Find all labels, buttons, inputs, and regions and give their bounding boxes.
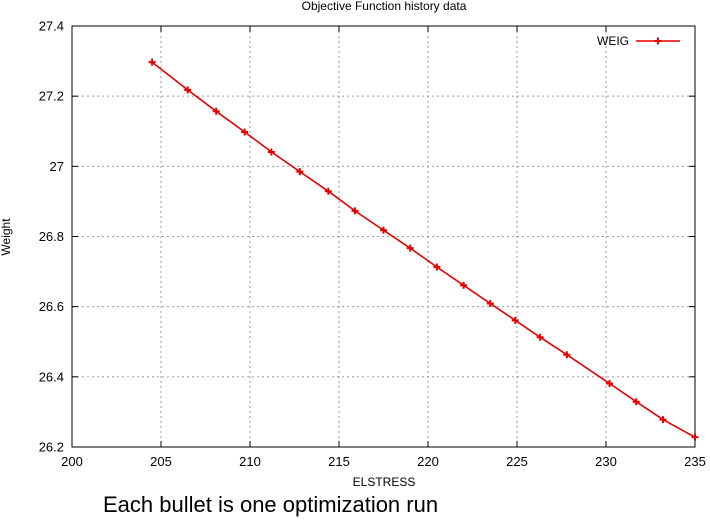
data-point-weig [486, 300, 494, 308]
y-axis-label: Weight [0, 218, 13, 256]
x-tick-label: 210 [239, 454, 261, 469]
x-tick-label: 215 [328, 454, 350, 469]
data-point-weig [241, 128, 249, 136]
data-point-weig [659, 416, 667, 424]
data-point-weig [511, 316, 519, 324]
data-point-weig [184, 86, 192, 94]
legend-marker [654, 37, 662, 45]
data-point-weig [606, 379, 614, 387]
data-point-weig [324, 187, 332, 195]
x-tick-label: 220 [417, 454, 439, 469]
data-point-weig [691, 433, 699, 441]
y-tick-label: 26.6 [39, 299, 64, 314]
axis-ticks: 200 205 210 215 220 225 230 235 26.2 26.4 26.6 26.8… [39, 19, 706, 470]
data-point-weig [296, 168, 304, 176]
data-point-weig [536, 333, 544, 341]
y-tick-label: 26.2 [39, 440, 64, 455]
chart-title: Objective Function history data [302, 0, 467, 13]
x-tick-label: 205 [150, 454, 172, 469]
y-tick-label: 26.4 [39, 369, 64, 384]
data-point-weig [267, 148, 275, 156]
plot-frame [71, 25, 696, 448]
data-point-weig [351, 207, 359, 215]
data-point-weig [406, 244, 414, 252]
x-axis-label: ELSTRESS [353, 475, 416, 489]
caption: Each bullet is one optimization run [103, 492, 439, 517]
data-point-weig [563, 351, 571, 359]
x-tick-label: 230 [595, 454, 617, 469]
legend: WEIG [597, 34, 680, 48]
data-point-weig [632, 398, 640, 406]
data-point-weig [460, 281, 468, 289]
grid [72, 26, 695, 447]
y-tick-label: 27 [50, 159, 64, 174]
x-tick-label: 235 [684, 454, 706, 469]
x-tick-label: 225 [506, 454, 528, 469]
legend-label-weig: WEIG [597, 34, 629, 48]
data-point-weig [212, 107, 220, 115]
x-tick-label: 200 [61, 454, 83, 469]
y-tick-label: 27.2 [39, 89, 64, 104]
series-line-weig [151, 61, 696, 438]
y-tick-label: 27.4 [39, 19, 64, 34]
series-layer [148, 58, 699, 441]
data-point-weig [148, 58, 156, 66]
data-point-weig [433, 263, 441, 271]
y-tick-label: 26.8 [39, 229, 64, 244]
data-point-weig [380, 226, 387, 234]
